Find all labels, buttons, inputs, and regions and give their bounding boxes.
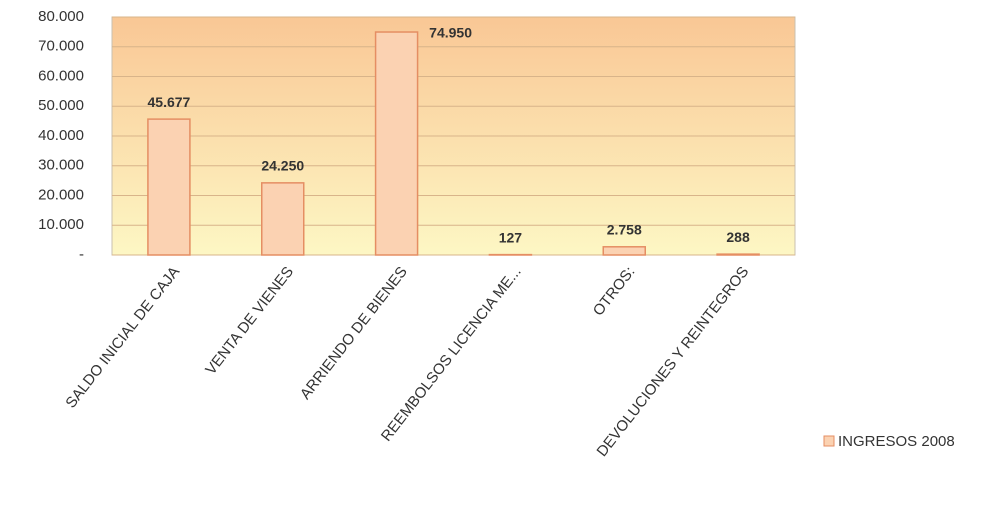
x-tick-label: OTROS:: [590, 263, 639, 319]
x-tick-label: VENTA DE VIENES: [202, 263, 297, 378]
y-tick-label: 10.000: [38, 216, 84, 233]
legend-swatch: [823, 435, 835, 447]
y-tick-label: 60.000: [38, 67, 84, 84]
value-label: 45.677: [148, 94, 191, 110]
bar: [374, 31, 419, 256]
bar: [716, 253, 760, 256]
value-label: 74.950: [429, 25, 472, 41]
value-label: 2.758: [607, 221, 642, 237]
y-tick-label: 50.000: [38, 97, 84, 114]
value-label: 288: [726, 229, 750, 245]
legend-label: INGRESOS 2008: [838, 433, 955, 450]
bar: [261, 182, 305, 256]
y-tick-label: 20.000: [38, 186, 84, 203]
value-label: 127: [499, 229, 523, 245]
y-tick-label: 30.000: [38, 157, 84, 174]
y-tick-label: 40.000: [38, 127, 84, 144]
y-tick-label: 80.000: [38, 8, 84, 25]
bar: [147, 118, 191, 256]
value-label: 24.250: [261, 158, 304, 174]
x-tick-label: REEMBOLSOS LICENCIA ME...: [378, 263, 525, 444]
x-tick-label: SALDO INICIAL DE CAJA: [62, 263, 183, 411]
bar: [602, 246, 646, 256]
y-tick-label: 70.000: [38, 38, 84, 55]
x-tick-label: ARRIENDO DE BIENES: [297, 263, 411, 402]
y-tick-label: -: [79, 246, 84, 263]
